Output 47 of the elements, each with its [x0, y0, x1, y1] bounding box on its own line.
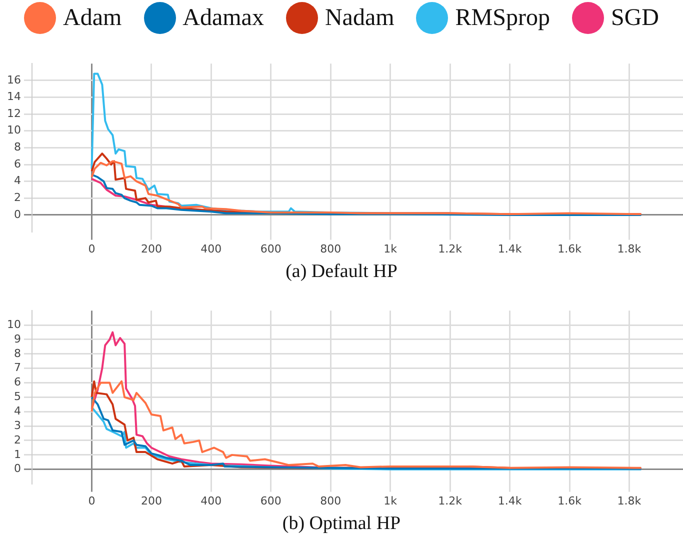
- x-tick-label: 1.8k: [617, 242, 642, 256]
- y-tick-label: 6: [14, 157, 21, 170]
- legend-label: RMSprop: [455, 4, 550, 32]
- y-tick-label: 0: [14, 208, 21, 221]
- x-tick-label: 0: [88, 242, 96, 256]
- legend-label: SGD: [610, 4, 659, 32]
- x-tick-label: 1k: [384, 242, 398, 256]
- y-tick-label: 9: [14, 332, 21, 346]
- x-tick-label: 1.2k: [438, 242, 463, 256]
- y-tick-label: 2: [14, 433, 21, 446]
- y-tick-label: 7: [14, 361, 21, 374]
- y-tick-label: 10: [6, 318, 21, 331]
- y-tick-label: 6: [14, 376, 21, 389]
- y-tick-label: 0: [14, 462, 21, 476]
- x-tick-label: 800: [320, 494, 342, 508]
- y-tick-label: 12: [6, 106, 21, 120]
- x-tick-label: 800: [320, 242, 342, 256]
- x-tick-label: 1.6k: [558, 494, 582, 508]
- y-tick-label: 8: [14, 140, 21, 154]
- text: (a) Default HP: [284, 260, 398, 284]
- y-tick-label: 4: [14, 174, 21, 188]
- legend-label: Adam: [63, 4, 122, 32]
- y-tick-label: 3: [14, 418, 21, 432]
- x-tick-label: 200: [140, 494, 162, 508]
- x-tick-label: 0: [88, 494, 96, 508]
- x-tick-label: 1k: [384, 494, 398, 508]
- legend-label: Adamax: [182, 4, 264, 32]
- x-tick-label: 1.8k: [617, 494, 642, 508]
- y-tick-label: 4: [14, 404, 21, 418]
- x-tick-label: 400: [200, 242, 222, 256]
- x-tick-label: 600: [260, 242, 282, 256]
- legend-label: Nadam: [324, 4, 394, 32]
- text: (b) Optimal HP: [281, 512, 402, 536]
- x-tick-label: 1.4k: [498, 242, 522, 256]
- x-tick-label: 1.2k: [438, 494, 463, 508]
- x-tick-label: 1.6k: [558, 242, 582, 256]
- y-tick-label: 8: [14, 346, 21, 360]
- x-tick-label: 1.4k: [498, 494, 522, 508]
- y-tick-label: 14: [6, 90, 21, 104]
- y-tick-label: 16: [6, 73, 21, 86]
- y-tick-label: 10: [6, 124, 21, 137]
- y-tick-label: 5: [14, 390, 21, 404]
- x-tick-label: 400: [200, 494, 222, 508]
- x-tick-label: 200: [140, 242, 162, 256]
- y-tick-label: 1: [14, 448, 21, 461]
- x-tick-label: 600: [260, 494, 282, 508]
- y-tick-label: 2: [14, 191, 21, 204]
